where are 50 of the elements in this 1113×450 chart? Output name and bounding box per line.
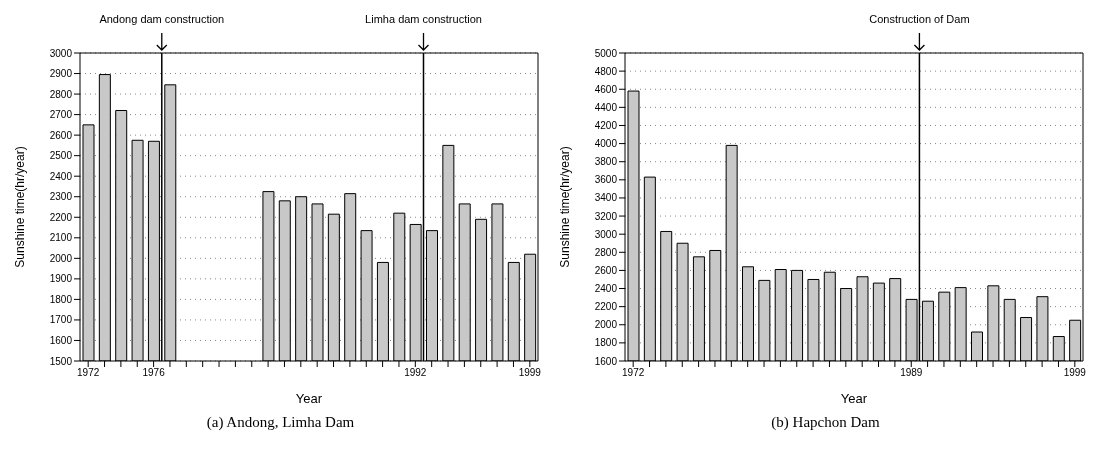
x-tick-label: 1999 [1063, 367, 1087, 379]
y-tick-label: 2600 [49, 129, 73, 141]
y-tick-label: 2800 [594, 246, 618, 258]
y-tick-label: 3000 [594, 228, 618, 240]
y-tick-label: 4400 [594, 101, 618, 113]
x-tick-label: 1989 [900, 367, 923, 379]
y-tick-label: 2700 [49, 109, 73, 121]
y-tick-label: 2100 [49, 232, 73, 244]
y-tick-label: 3000 [49, 47, 73, 59]
y-tick-label: 5000 [594, 47, 618, 59]
y-tick-label: 1600 [594, 355, 618, 367]
y-tick-label: 2400 [49, 170, 73, 182]
y-axis-title: Sunshine time(hr/year) [13, 146, 28, 268]
y-tick-label: 2200 [594, 301, 618, 313]
text: (b) Hapchon Dam [770, 414, 881, 431]
y-tick-label: 2800 [49, 88, 73, 100]
y-tick-label: 2400 [594, 283, 618, 295]
ref-line-label: Limha dam construction [365, 13, 482, 25]
y-tick-label: 4200 [594, 120, 618, 132]
y-axis-title: Sunshine time(hr/year) [558, 146, 573, 268]
x-axis-title: Year [295, 391, 323, 406]
y-tick-label: 2900 [49, 68, 73, 80]
y-tick-label: 2300 [49, 191, 73, 203]
y-tick-label: 2000 [594, 319, 618, 331]
y-tick-label: 4800 [594, 65, 618, 77]
text: (a) Andong, Limha Dam [205, 414, 356, 431]
y-tick-label: 2600 [594, 264, 618, 276]
ref-line-label: Construction of Dam [869, 13, 970, 25]
y-tick-label: 1900 [49, 273, 73, 285]
y-tick-label: 1800 [49, 293, 73, 305]
y-tick-label: 4600 [594, 83, 618, 95]
x-tick-label: 1976 [142, 367, 166, 379]
ref-line-label: Andong dam construction [99, 13, 225, 25]
y-tick-label: 1600 [49, 335, 73, 347]
x-tick-label: 1992 [404, 367, 427, 379]
y-tick-label: 4000 [594, 138, 618, 150]
y-tick-label: 3600 [594, 174, 618, 186]
y-tick-label: 3200 [594, 210, 618, 222]
x-axis-title: Year [840, 391, 868, 406]
y-tick-label: 1700 [49, 314, 73, 326]
y-tick-label: 1500 [49, 355, 73, 367]
y-tick-label: 2500 [49, 150, 73, 162]
x-tick-label: 1972 [622, 367, 645, 379]
y-tick-label: 2000 [49, 252, 73, 264]
y-tick-label: 3400 [594, 192, 618, 204]
x-tick-label: 1999 [518, 367, 542, 379]
y-tick-label: 1800 [594, 337, 618, 349]
y-tick-label: 3800 [594, 156, 618, 168]
y-tick-label: 2200 [49, 211, 73, 223]
x-tick-label: 1972 [77, 367, 100, 379]
